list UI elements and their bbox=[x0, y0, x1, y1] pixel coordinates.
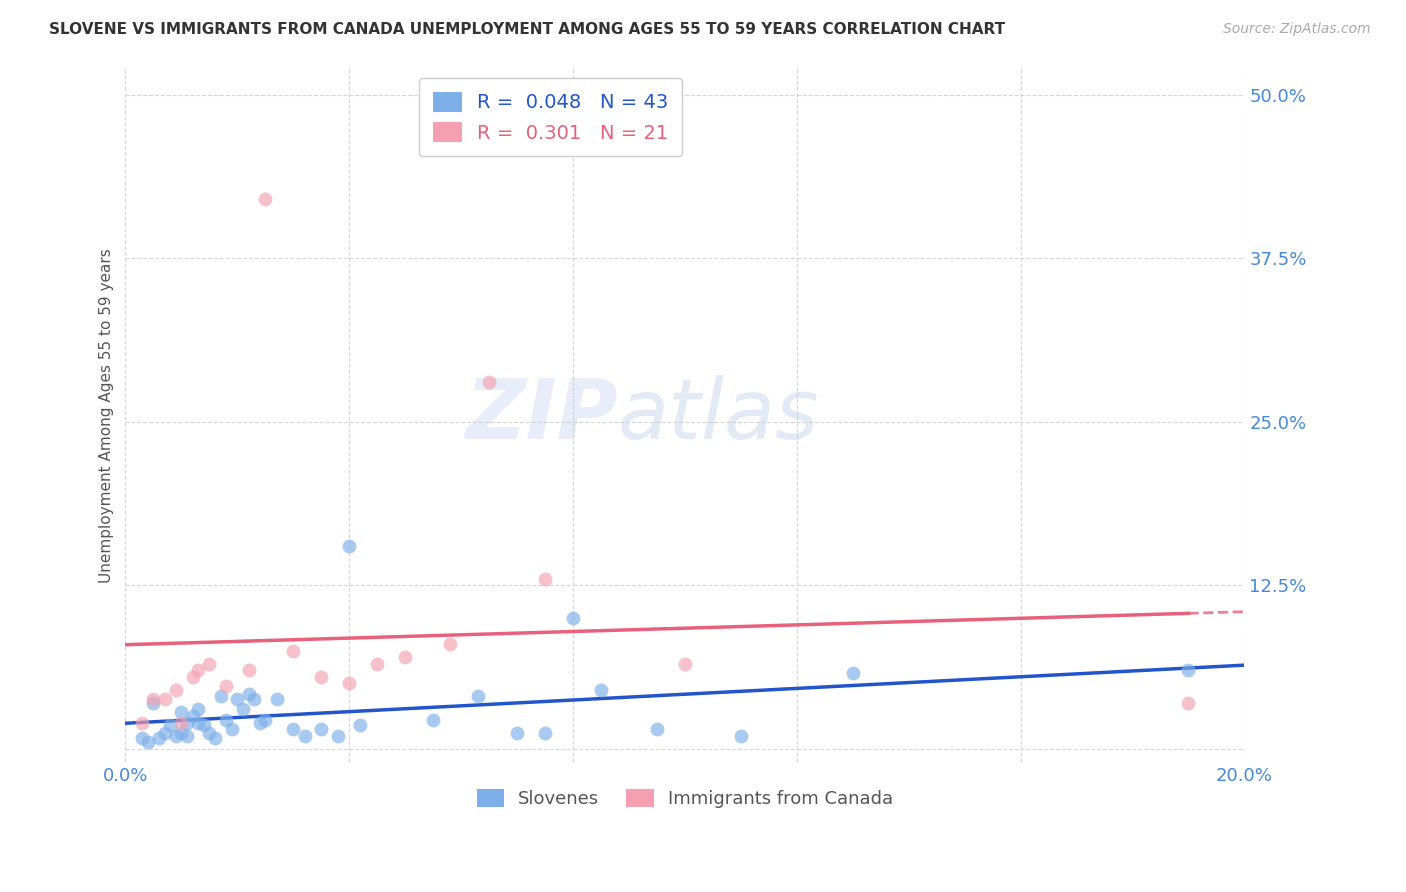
Point bbox=[478, 376, 501, 390]
Point bbox=[266, 692, 288, 706]
Point bbox=[198, 726, 221, 740]
Point bbox=[142, 696, 165, 710]
Point bbox=[215, 679, 238, 693]
Point bbox=[204, 731, 226, 746]
Point bbox=[170, 726, 193, 740]
Point bbox=[1177, 663, 1199, 677]
Point bbox=[326, 729, 349, 743]
Point bbox=[337, 539, 360, 553]
Point bbox=[243, 692, 266, 706]
Point bbox=[562, 611, 585, 625]
Point bbox=[645, 722, 668, 736]
Point bbox=[283, 643, 305, 657]
Point bbox=[153, 726, 176, 740]
Point bbox=[136, 735, 159, 749]
Point bbox=[226, 692, 249, 706]
Point bbox=[337, 676, 360, 690]
Y-axis label: Unemployment Among Ages 55 to 59 years: Unemployment Among Ages 55 to 59 years bbox=[100, 248, 114, 582]
Point bbox=[181, 670, 204, 684]
Point bbox=[170, 715, 193, 730]
Text: ZIP: ZIP bbox=[465, 375, 617, 456]
Text: atlas: atlas bbox=[617, 375, 820, 456]
Point bbox=[534, 572, 557, 586]
Point bbox=[165, 682, 187, 697]
Text: SLOVENE VS IMMIGRANTS FROM CANADA UNEMPLOYMENT AMONG AGES 55 TO 59 YEARS CORRELA: SLOVENE VS IMMIGRANTS FROM CANADA UNEMPL… bbox=[49, 22, 1005, 37]
Point bbox=[131, 715, 153, 730]
Point bbox=[439, 637, 461, 651]
Point bbox=[148, 731, 170, 746]
Point bbox=[534, 726, 557, 740]
Point bbox=[187, 715, 209, 730]
Point bbox=[730, 729, 752, 743]
Point bbox=[215, 713, 238, 727]
Point bbox=[170, 705, 193, 719]
Text: Source: ZipAtlas.com: Source: ZipAtlas.com bbox=[1223, 22, 1371, 37]
Point bbox=[311, 670, 333, 684]
Point bbox=[176, 715, 198, 730]
Point bbox=[467, 690, 489, 704]
Point bbox=[673, 657, 696, 671]
Point bbox=[254, 713, 277, 727]
Point bbox=[193, 718, 215, 732]
Point bbox=[294, 729, 316, 743]
Point bbox=[349, 718, 371, 732]
Point bbox=[176, 729, 198, 743]
Point bbox=[422, 713, 444, 727]
Point bbox=[187, 702, 209, 716]
Point bbox=[1177, 696, 1199, 710]
Point bbox=[238, 663, 260, 677]
Point bbox=[153, 692, 176, 706]
Point bbox=[142, 692, 165, 706]
Point bbox=[254, 192, 277, 206]
Point bbox=[283, 722, 305, 736]
Point bbox=[238, 687, 260, 701]
Point bbox=[198, 657, 221, 671]
Point bbox=[159, 718, 181, 732]
Point bbox=[842, 665, 865, 680]
Point bbox=[232, 702, 254, 716]
Point bbox=[249, 715, 271, 730]
Point bbox=[221, 722, 243, 736]
Point bbox=[181, 709, 204, 723]
Point bbox=[131, 731, 153, 746]
Point bbox=[506, 726, 529, 740]
Point bbox=[311, 722, 333, 736]
Point bbox=[366, 657, 388, 671]
Point bbox=[394, 650, 416, 665]
Point bbox=[589, 682, 612, 697]
Point bbox=[187, 663, 209, 677]
Legend: Slovenes, Immigrants from Canada: Slovenes, Immigrants from Canada bbox=[470, 781, 900, 815]
Point bbox=[209, 690, 232, 704]
Point bbox=[165, 729, 187, 743]
